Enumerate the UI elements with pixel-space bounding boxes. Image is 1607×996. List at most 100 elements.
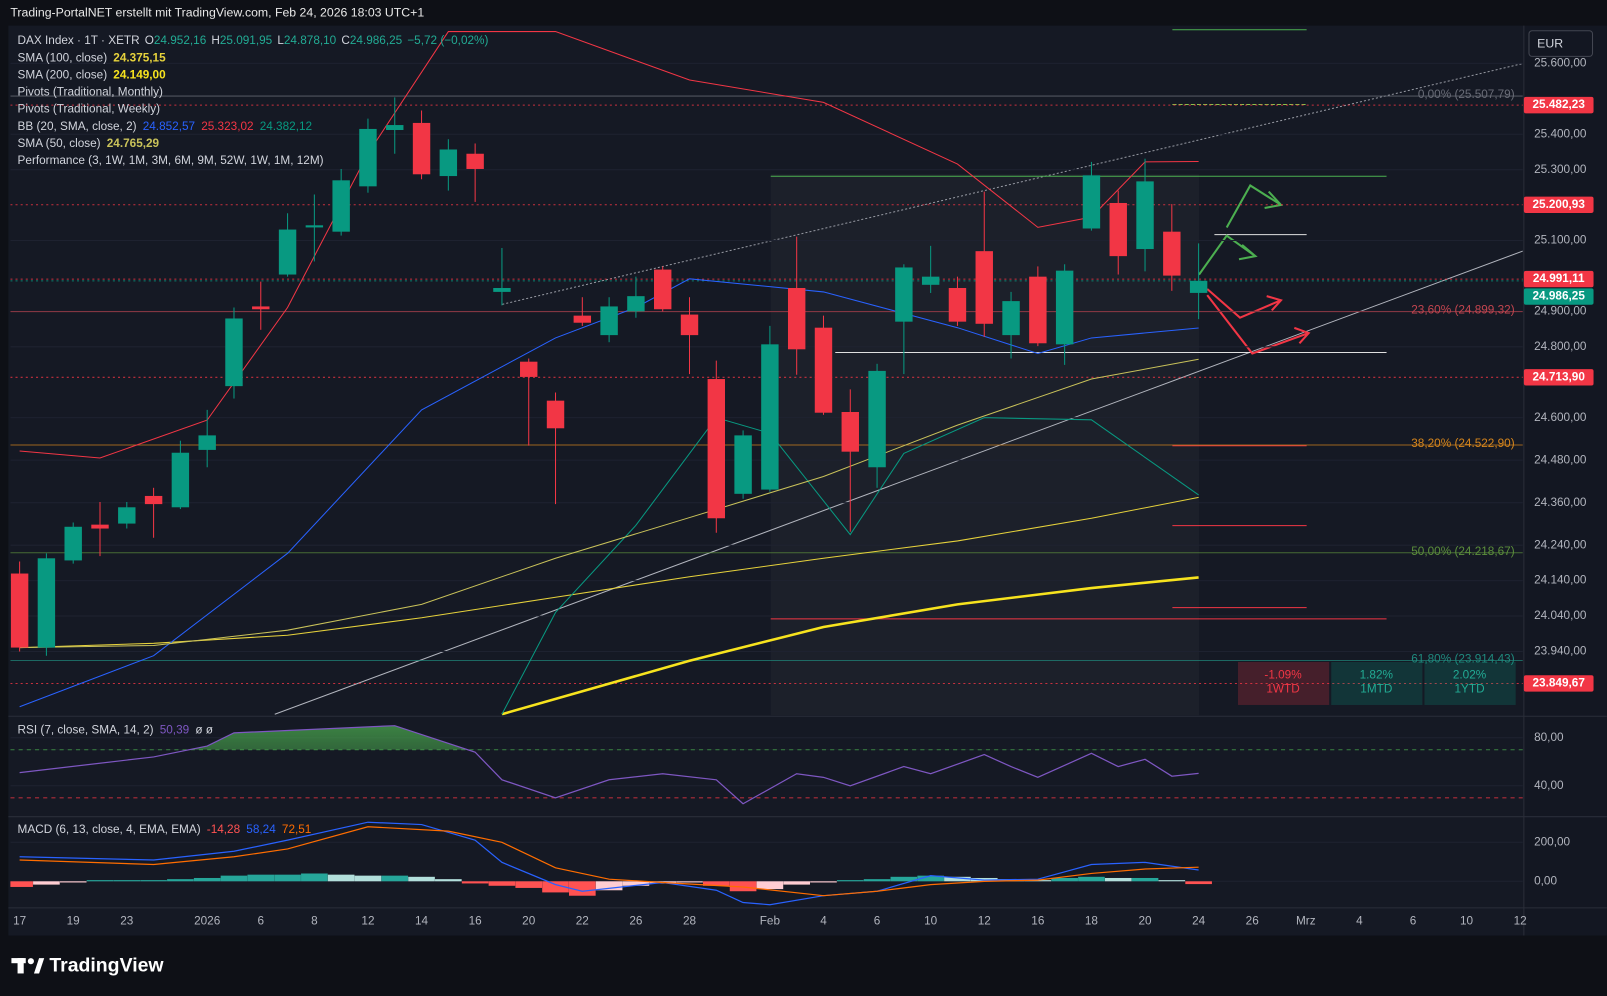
candle-body bbox=[493, 288, 511, 292]
candle-body bbox=[734, 435, 752, 494]
indicator-line bbox=[501, 417, 1199, 715]
trendline bbox=[502, 63, 1523, 305]
ohlc-key: L bbox=[277, 34, 284, 47]
x-tick-label: 8 bbox=[311, 914, 318, 927]
candle-body bbox=[305, 225, 324, 228]
title: DAX Index · 1T · XETR bbox=[18, 34, 140, 47]
legend-value: 24.375,15 bbox=[113, 52, 166, 65]
candle-body bbox=[707, 379, 726, 519]
x-tick-label: 24 bbox=[1192, 914, 1206, 927]
logo-part bbox=[17, 958, 24, 974]
candle-body bbox=[359, 128, 377, 187]
x-tick-label: 17 bbox=[13, 914, 26, 927]
price-label: 25.200,93 bbox=[1533, 198, 1586, 211]
legend-name: Pivots (Traditional, Monthly) bbox=[18, 86, 163, 99]
x-tick-label: 14 bbox=[415, 914, 429, 927]
y-tick-label: 40,00 bbox=[1534, 779, 1564, 792]
candle-body bbox=[1136, 181, 1154, 250]
y-tick-label: 24.900,00 bbox=[1534, 304, 1587, 317]
x-tick-label: 10 bbox=[1460, 914, 1474, 927]
legend-entry: Pivots (Traditional, Monthly) bbox=[18, 86, 163, 99]
histogram-bar bbox=[354, 875, 382, 882]
x-tick-label: 6 bbox=[1410, 914, 1417, 927]
candle-body bbox=[439, 149, 458, 177]
legend-suffix: ø ø bbox=[195, 724, 213, 737]
histogram-bar bbox=[515, 881, 543, 888]
histogram-bar bbox=[1104, 877, 1132, 882]
histogram-bar bbox=[33, 881, 60, 885]
candle-body bbox=[412, 122, 431, 175]
candle-body bbox=[171, 452, 190, 508]
legend-value: 72,51 bbox=[282, 823, 311, 836]
histogram-bar bbox=[810, 881, 837, 883]
rsi-legend: RSI (7, close, SMA, 14, 2) 50,39 ø ø bbox=[18, 724, 213, 737]
rsi-line bbox=[19, 725, 1199, 805]
legend-entry: Pivots (Traditional, Weekly) bbox=[18, 103, 161, 116]
candle-body bbox=[814, 327, 833, 413]
legend-value: 25.323,02 bbox=[201, 120, 253, 133]
histogram-bar bbox=[167, 879, 194, 882]
y-tick-label: 24.240,00 bbox=[1534, 538, 1587, 551]
fib-label: 50,00% (24.218,67) bbox=[1411, 545, 1514, 558]
candle-body bbox=[1055, 270, 1074, 345]
macd-legend: MACD (6, 13, close, 4, EMA, EMA) -14,28 58… bbox=[18, 823, 312, 836]
histogram-bar bbox=[10, 881, 33, 887]
candle-body bbox=[466, 153, 484, 169]
x-tick-label: 23 bbox=[120, 914, 134, 927]
trendline bbox=[274, 250, 1523, 715]
performance-period: 1MTD bbox=[1360, 683, 1392, 696]
x-tick-label: 16 bbox=[1031, 914, 1045, 927]
fib-label: 0,00% (25.507,79) bbox=[1418, 88, 1515, 101]
candle-body bbox=[868, 370, 886, 468]
histogram-bar bbox=[702, 881, 730, 886]
arrow bbox=[1198, 234, 1258, 276]
y-tick-label: 25.100,00 bbox=[1534, 234, 1587, 247]
currency[interactable]: EUR bbox=[1537, 36, 1563, 50]
y-tick-label: 24.140,00 bbox=[1534, 574, 1587, 587]
histogram-bar bbox=[59, 881, 87, 883]
histogram-bar bbox=[461, 881, 489, 884]
y-tick-label: 200,00 bbox=[1534, 835, 1570, 848]
x-tick-label: 26 bbox=[1246, 914, 1260, 927]
legend-value: 24.149,00 bbox=[113, 69, 166, 82]
candle-body bbox=[386, 125, 404, 131]
histogram-bar bbox=[729, 881, 757, 892]
x-tick-label: 4 bbox=[1356, 914, 1363, 927]
macd-line bbox=[19, 826, 1199, 897]
currency-button[interactable] bbox=[1528, 30, 1594, 57]
rsi-pane bbox=[10, 725, 1523, 805]
histogram-bar bbox=[783, 881, 811, 885]
x-tick-label: 20 bbox=[522, 914, 536, 927]
performance-cell bbox=[1237, 661, 1330, 705]
candle-body bbox=[761, 344, 779, 490]
histogram-bar bbox=[301, 873, 328, 882]
price-label: 23.849,67 bbox=[1533, 677, 1586, 690]
legend-entry: SMA (100, close) 24.375,15 bbox=[18, 52, 167, 65]
histogram-bar bbox=[595, 881, 623, 891]
price-label-box bbox=[1523, 270, 1594, 288]
y-tick-label: 0,00 bbox=[1534, 874, 1557, 887]
price-label-box bbox=[1523, 96, 1594, 114]
performance-period: 1YTD bbox=[1455, 683, 1485, 696]
legend-name: SMA (50, close) bbox=[18, 137, 101, 150]
legend-entry: Performance (3, 1W, 1M, 3M, 6M, 9M, 52W,… bbox=[18, 154, 324, 167]
x-tick-label: Mrz bbox=[1296, 914, 1316, 927]
y-tick-label: 24.480,00 bbox=[1534, 453, 1587, 466]
legend-entry: SMA (200, close) 24.149,00 bbox=[18, 69, 167, 82]
performance-cell bbox=[1424, 661, 1516, 705]
price-label-box bbox=[1523, 288, 1594, 305]
x-tick-label: 4 bbox=[820, 914, 827, 927]
ohlc-value: 24.952,16 bbox=[154, 34, 207, 47]
legend-value: 24.852,57 bbox=[143, 120, 195, 133]
candle-body bbox=[1082, 175, 1101, 229]
candle-body bbox=[278, 229, 297, 275]
ohlc-value: 25.091,95 bbox=[220, 34, 273, 47]
candle-body bbox=[144, 495, 163, 505]
price-label: 25.482,23 bbox=[1533, 98, 1586, 111]
ohlc-key: O bbox=[145, 34, 154, 47]
performance-value: 2.02% bbox=[1453, 668, 1487, 681]
ohlc-key: H bbox=[211, 34, 220, 47]
x-tick-label: 26 bbox=[629, 914, 643, 927]
